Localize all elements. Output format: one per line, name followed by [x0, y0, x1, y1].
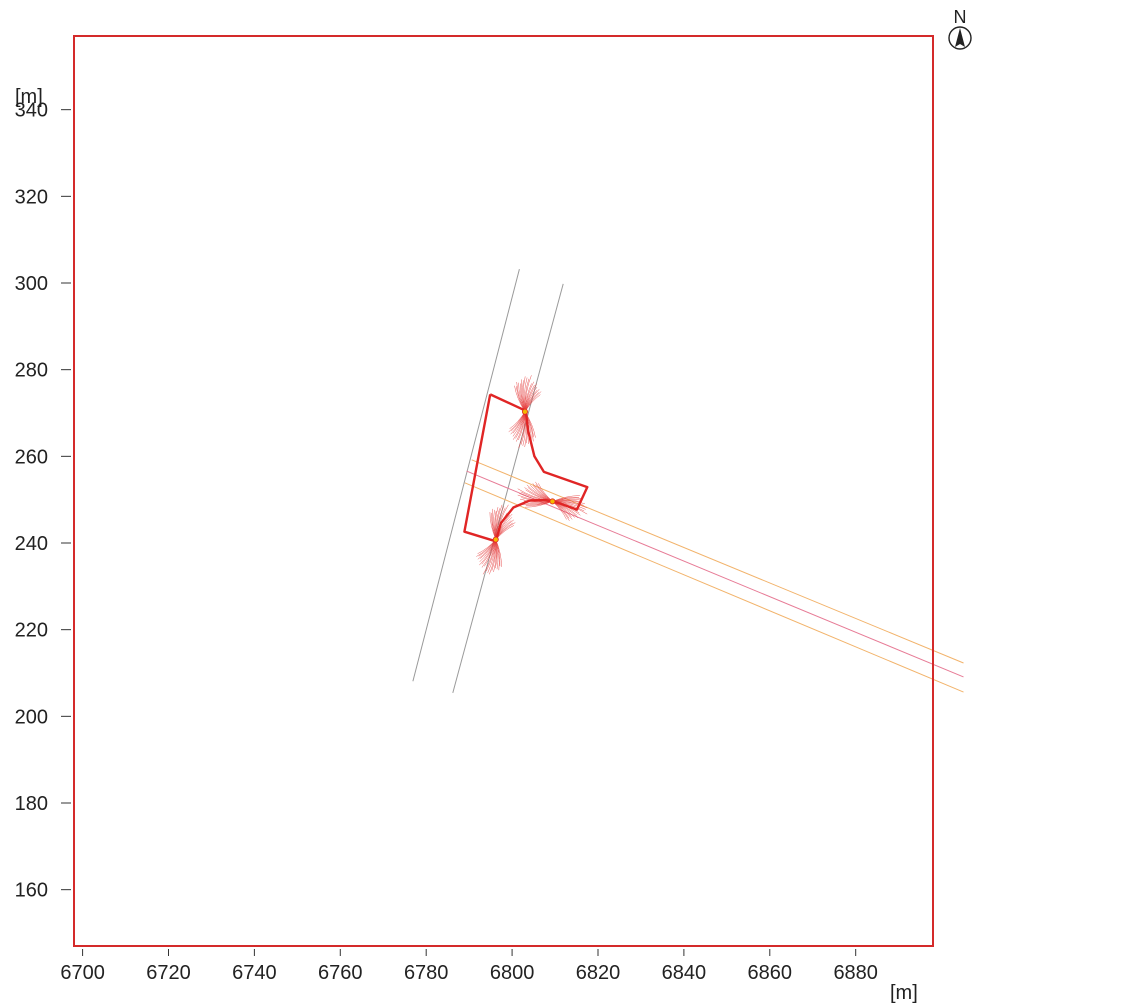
- y-tick-label: 340: [15, 100, 48, 122]
- domain-frame-group: [73, 35, 934, 947]
- y-tick-label: 180: [15, 793, 48, 815]
- map-features: [412, 268, 964, 694]
- x-tick-label: 6820: [576, 962, 621, 984]
- north-needle-icon: [955, 28, 965, 47]
- side-road-line: [412, 268, 520, 682]
- x-tick-label: 6860: [748, 962, 793, 984]
- junction-outline: [463, 393, 589, 543]
- north-label: N: [954, 7, 967, 27]
- source-point: [521, 408, 528, 415]
- x-tick-label: 6740: [232, 962, 277, 984]
- y-tick-label: 160: [15, 880, 48, 902]
- axes: 6700 6720 6740 6760 6780 6800 6820 6840 6860 6880…: [15, 100, 878, 984]
- x-tick-label: 6800: [490, 962, 535, 984]
- source-point: [492, 536, 499, 543]
- main-road-line: [464, 482, 964, 693]
- main-road-line: [466, 470, 964, 678]
- north-arrow: N: [948, 7, 972, 50]
- y-tick-label: 260: [15, 446, 48, 468]
- x-tick-label: 6780: [404, 962, 449, 984]
- axis-labels: [m] [m]: [15, 86, 918, 1004]
- x-unit-label: [m]: [890, 982, 918, 1004]
- emission-fans: [476, 375, 588, 575]
- domain-frame: [73, 35, 934, 947]
- y-tick-label: 280: [15, 360, 48, 382]
- x-tick-label: 6880: [833, 962, 878, 984]
- x-tick-label: 6720: [146, 962, 191, 984]
- source-point: [549, 498, 556, 505]
- y-tick-label: 320: [15, 186, 48, 208]
- main-road-line: [471, 459, 964, 664]
- y-tick-label: 300: [15, 273, 48, 295]
- y-tick-label: 240: [15, 533, 48, 555]
- x-tick-label: 6700: [60, 962, 105, 984]
- y-tick-label: 200: [15, 706, 48, 728]
- y-unit-label: [m]: [15, 86, 43, 108]
- x-tick-label: 6840: [662, 962, 707, 984]
- x-tick-label: 6760: [318, 962, 363, 984]
- y-tick-label: 220: [15, 620, 48, 642]
